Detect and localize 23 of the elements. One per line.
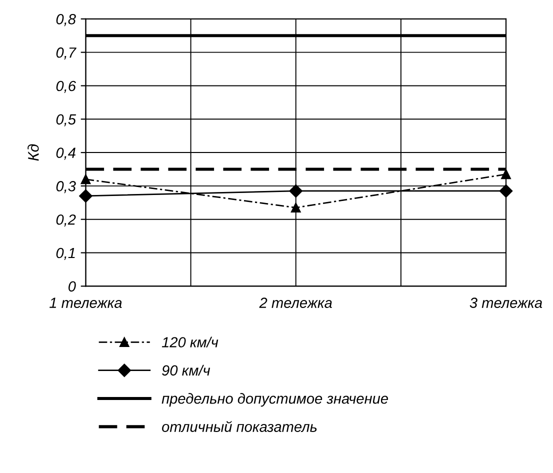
- point: [79, 189, 92, 203]
- y-tick-label: 0,6: [56, 80, 76, 93]
- point: [289, 184, 302, 198]
- y-tick-label: 0,2: [56, 214, 76, 227]
- point: [501, 169, 511, 180]
- legend-label: 90 км/ч: [162, 364, 210, 376]
- point: [290, 202, 301, 213]
- x-tick-label: 2 тележка: [259, 298, 332, 308]
- x-tick-label: 3 тележка: [470, 298, 542, 308]
- legend-label: предельно допустимое значение: [162, 393, 388, 407]
- legend-label: отличный показатель: [162, 421, 317, 432]
- point: [80, 174, 91, 184]
- y-tick-label: 0: [68, 281, 76, 292]
- y-axis-title: Кд: [28, 144, 39, 161]
- y-tick-label: 0,1: [56, 248, 75, 260]
- y-tick-label: 0,8: [56, 14, 76, 26]
- y-tick-label: 0,4: [56, 148, 76, 160]
- legend-label: 120 км/ч: [162, 336, 218, 348]
- x-tick-label: 1 тележка: [50, 298, 122, 308]
- y-tick-label: 0,5: [56, 114, 76, 126]
- point: [499, 184, 513, 198]
- y-tick-label: 0,3: [56, 181, 76, 194]
- y-tick-label: 0,7: [56, 47, 76, 60]
